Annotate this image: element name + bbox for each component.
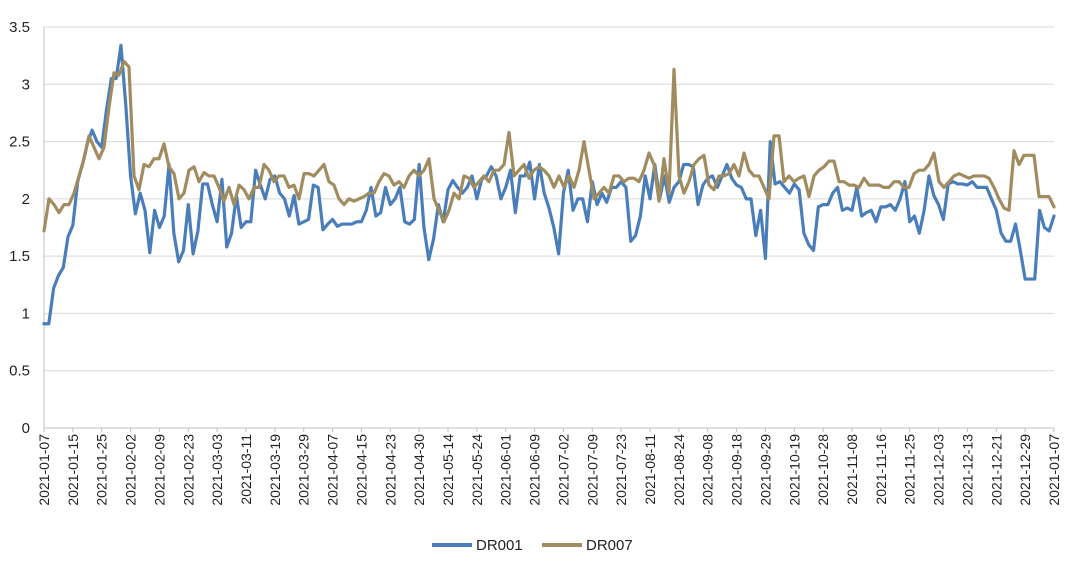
legend-label-dr001: DR001 (476, 537, 523, 554)
x-tick-label: 2021-07-23 (613, 434, 629, 506)
series-line-dr001 (42, 43, 1056, 326)
x-tick-label: 2021-03-19 (267, 434, 283, 506)
y-tick-label: 3 (22, 76, 30, 93)
x-tick-label: 2021-08-24 (671, 434, 687, 506)
x-tick-label: 2021-01-25 (94, 434, 110, 506)
x-tick-label: 2021-11-25 (902, 434, 918, 505)
legend-label-dr007: DR007 (586, 537, 633, 554)
x-tick-label: 2021-12-21 (988, 434, 1004, 506)
x-tick-label: 2021-04-07 (325, 434, 341, 506)
x-tick-label: 2021-01-07 (36, 434, 52, 506)
y-tick-label: 1 (22, 305, 30, 322)
x-tick-label: 2021-12-13 (959, 434, 975, 506)
x-tick-label: 2021-09-18 (729, 434, 745, 506)
gridlines (44, 26, 1054, 372)
y-tick-label: 3.5 (9, 19, 30, 36)
x-tick-label: 2021-03-29 (296, 434, 312, 506)
y-tick-label: 1.5 (9, 248, 30, 265)
x-tick-label: 2021-02-09 (151, 434, 167, 506)
x-tick-label: 2021-03-11 (238, 434, 254, 505)
x-tick-label: 2021-11-08 (844, 434, 860, 505)
x-tick-label: 2021-05-14 (440, 434, 456, 506)
x-tick-label: 2021-04-23 (382, 434, 398, 506)
x-tick-label: 2021-04-15 (353, 434, 369, 506)
axes: 0 0.5 1 1.5 2 2.5 3 3.5 2021-01-07 2021-01-15 2021… (9, 19, 1062, 506)
y-tick-label: 0.5 (9, 363, 30, 380)
y-tick-label: 2.5 (9, 134, 30, 151)
x-tick-label: 2021-02-02 (123, 434, 139, 506)
x-tick-label: 2021-12-29 (1017, 434, 1033, 506)
x-tick-label: 2021-06-01 (498, 434, 514, 506)
x-tick-label: 2021-09-29 (757, 434, 773, 506)
x-tick-label: 2021-02-23 (180, 434, 196, 506)
x-tick-label: 2021-04-30 (411, 434, 427, 506)
x-tick-label: 2021-12-03 (931, 434, 947, 506)
x-tick-label: 2021-08-11 (642, 434, 658, 505)
x-tick-label: 2021-06-09 (527, 434, 543, 506)
x-tick-label: 2021-05-24 (469, 434, 485, 506)
series (42, 43, 1056, 326)
legend: DR001 DR007 (432, 537, 633, 554)
x-tick-label: 2021-11-16 (873, 434, 889, 505)
x-tick-label: 2021-07-02 (555, 434, 571, 506)
x-tick-label: 2021-03-03 (209, 434, 225, 506)
y-tick-label: 2 (22, 191, 30, 208)
x-tick-label: 2021-10-19 (786, 434, 802, 506)
x-tick-label: 2021-01-15 (65, 434, 81, 506)
x-tick-label: 2021-01-07 (1046, 434, 1062, 506)
y-tick-label: 0 (22, 420, 30, 437)
x-tick-label: 2021-07-09 (584, 434, 600, 506)
x-tick-label: 2021-09-08 (700, 434, 716, 506)
x-tick-label: 2021-10-28 (815, 434, 831, 506)
series-line-dr007 (42, 59, 1056, 233)
